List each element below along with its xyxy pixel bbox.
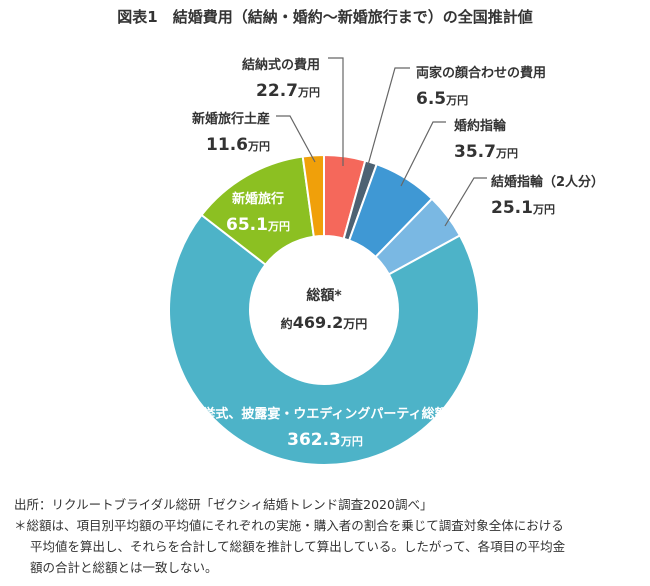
slice-label-5: 新婚旅行 65.1万円 [226,192,290,235]
chart-title: 図表1 結婚費用（結納・婚約〜新婚旅行まで）の全国推計値 [117,8,533,26]
notes: 出所：リクルートブライダル総研「ゼクシィ結婚トレンド調査2020調べ」 ＊総額は… [14,494,565,578]
footnote-line-3: 額の合計と総額とは一致しない。 [30,560,218,575]
slice-label-4: 挙式、披露宴・ウエディングパーティ総額 362.3万円 [202,407,448,450]
total-value: 469.2 [292,313,344,332]
slice-label-2: 婚約指輪 35.7万円 [454,119,518,162]
total-caption: 総額* [306,288,342,304]
slice-label-1: 両家の顔合わせの費用 6.5万円 [416,66,547,109]
leader-line-0 [328,57,344,166]
footnote-line-2: 平均値を算出し、それらを合計して総額を推計して算出している。したがって、各項目の… [30,539,566,554]
leader-line-1 [367,67,410,166]
donut-slice-4 [168,213,480,466]
leader-line-6 [276,115,316,163]
slice-label-3: 結婚指輪（2人分） 25.1万円 [491,175,605,218]
leader-lines [276,57,487,227]
total-label: 総額* 約469.2万円 [280,288,368,332]
donut-slice-6 [301,153,325,238]
leader-line-3 [444,177,487,227]
slice-label-0: 結納式の費用 22.7万円 [241,58,320,101]
footnote-line-1: ＊総額は、項目別平均額の平均値にそれぞれの実施・購入者の割合を乗じて調査対象全体… [14,518,564,533]
source-note: 出所：リクルートブライダル総研「ゼクシィ結婚トレンド調査2020調べ」 [14,497,433,512]
leader-line-2 [400,121,446,187]
slice-label-6: 新婚旅行土産 11.6万円 [191,112,270,155]
